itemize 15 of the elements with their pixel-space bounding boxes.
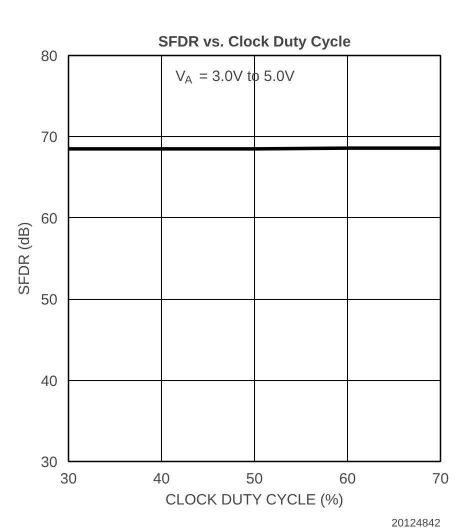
y-axis-title: SFDR (dB) — [16, 222, 33, 296]
text: 20124842 — [392, 518, 441, 530]
y-tick-label: 50 — [40, 292, 58, 309]
x-tick-label: 50 — [246, 470, 263, 488]
y-tick-label: 40 — [40, 372, 58, 390]
y-tick-label: 80 — [40, 48, 58, 65]
x-axis-title: CLOCK DUTY CYCLE (%) — [165, 492, 344, 508]
x-tick-label: 40 — [153, 470, 170, 488]
x-tick-label: 30 — [60, 470, 77, 488]
x-tick-label: 70 — [432, 470, 449, 488]
x-tick-label: 60 — [339, 470, 356, 488]
y-tick-label: 60 — [40, 210, 58, 228]
chart-title: SFDR vs. Clock Duty Cycle — [158, 34, 351, 50]
y-tick-label: 30 — [40, 454, 58, 471]
y-tick-label: 70 — [40, 129, 58, 146]
